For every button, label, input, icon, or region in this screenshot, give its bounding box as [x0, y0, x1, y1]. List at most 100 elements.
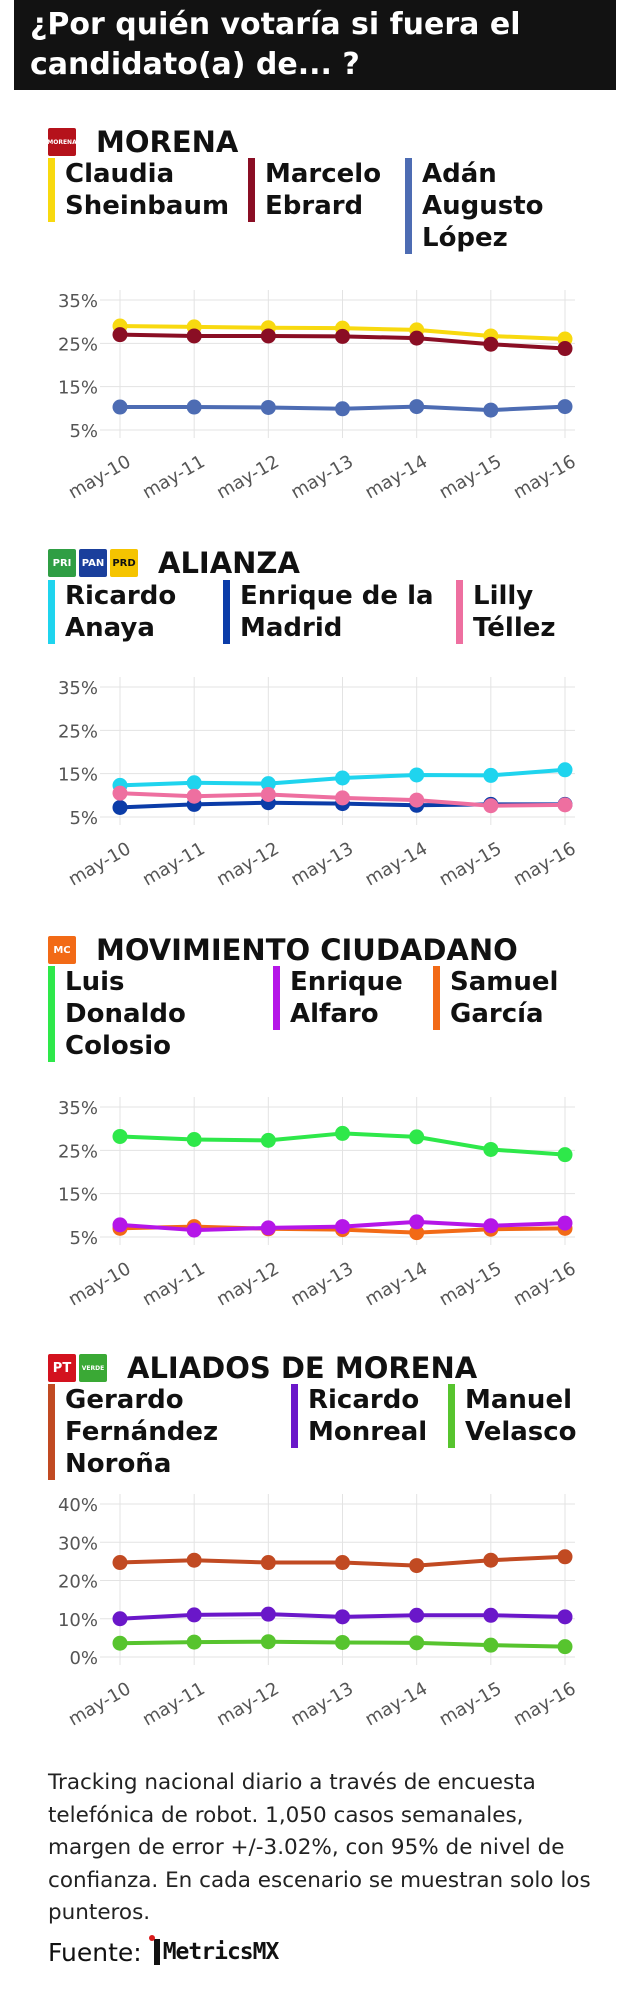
chart-morena: 35%25%15%5%may-10 may-11 may-12 may-13 may-1… [58, 290, 580, 503]
pvem-logo-icon: VERDE [79, 1354, 107, 1382]
x-tick-label: may-16 [510, 838, 580, 890]
y-tick-label: 35% [58, 1098, 98, 1119]
source-label: Fuente: [48, 1937, 142, 1967]
legend-text: García [450, 999, 544, 1029]
section-aliados-legend: Gerardo Fernández Noroña Ricardo Monreal… [48, 1384, 618, 1484]
legend-text: Claudia [65, 159, 175, 189]
data-point [112, 1128, 128, 1144]
data-point [409, 1129, 425, 1145]
data-point [483, 1218, 499, 1234]
x-tick-label: may-16 [510, 451, 580, 503]
data-point [409, 1558, 425, 1574]
legend-text: Donaldo [65, 999, 186, 1029]
chart-movimiento-ciudadano: 35%25%15%5%may-10 may-11 may-12 may-13 may-1… [58, 1097, 580, 1310]
x-tick-label: may-14 [362, 1678, 432, 1730]
prd-logo-icon: PRD [110, 549, 138, 577]
data-point [186, 788, 202, 804]
data-point [335, 770, 350, 786]
x-tick-label: may-10 [65, 838, 135, 890]
data-point [260, 1606, 276, 1622]
data-point [409, 1607, 425, 1623]
x-tick-label: may-15 [436, 838, 506, 890]
data-point [260, 776, 276, 792]
y-tick-label: 15% [58, 1185, 98, 1206]
section-morena-legend: Claudia Sheinbaum Marcelo Ebrard Adán Au… [48, 158, 618, 258]
x-tick-label: may-10 [65, 1678, 135, 1730]
data-point [112, 785, 128, 801]
pan-logo-icon: PAN [79, 549, 107, 577]
section-aliados-header: PT VERDE ALIADOS DE MORENA [48, 1350, 477, 1386]
data-point [260, 1555, 276, 1571]
x-tick-label: may-10 [65, 451, 135, 503]
party-logos: PRI PAN PRD [48, 549, 138, 577]
party-name: ALIADOS DE MORENA [127, 1351, 478, 1385]
data-point [483, 336, 499, 352]
data-point [335, 1634, 350, 1650]
section-alianza-header: PRI PAN PRD ALIANZA [48, 545, 300, 581]
data-point [335, 1555, 350, 1571]
legend-item-colosio: Luis Donaldo Colosio [48, 966, 186, 1062]
x-tick-label: may-14 [362, 1258, 432, 1310]
data-point [335, 790, 350, 806]
x-tick-label: may-11 [139, 451, 209, 503]
legend-text: Manuel [465, 1385, 572, 1415]
legend-item-norona: Gerardo Fernández Noroña [48, 1384, 218, 1480]
legend-item-alfaro: Enrique Alfaro [273, 966, 403, 1030]
y-tick-label: 25% [58, 1141, 98, 1162]
legend-text: Marcelo [265, 159, 382, 189]
series-marcelo-ebrard [112, 327, 573, 357]
x-tick-label: may-12 [213, 1678, 283, 1730]
series-lilly-t-llez [112, 785, 573, 814]
x-tick-label: may-14 [362, 451, 432, 503]
data-point [409, 767, 425, 783]
y-tick-label: 35% [58, 291, 98, 312]
y-tick-label: 10% [58, 1610, 98, 1631]
legend-text: Ricardo [308, 1385, 420, 1415]
x-tick-label: may-12 [213, 1258, 283, 1310]
series-gerardo-fern-ndez-noro-a [112, 1549, 573, 1574]
legend-item-anaya: Ricardo Anaya [48, 580, 176, 644]
legend-text: Madrid [240, 613, 343, 643]
data-point [186, 1607, 202, 1623]
metricsmx-mark-icon [148, 1935, 160, 1965]
chart-alianza: 35%25%15%5%may-10 may-11 may-12 may-13 may-1… [58, 677, 580, 890]
y-tick-label: 25% [58, 721, 98, 742]
data-point [260, 328, 276, 344]
data-point [409, 1635, 425, 1651]
data-point [112, 327, 128, 343]
page-title-line-1: ¿Por quién votaría si fuera el [30, 7, 521, 42]
legend-item-monreal: Ricardo Monreal [291, 1384, 427, 1448]
legend-text: Samuel [450, 967, 559, 997]
x-tick-label: may-11 [139, 1678, 209, 1730]
x-tick-label: may-11 [139, 1258, 209, 1310]
pri-logo-icon: PRI [48, 549, 76, 577]
data-point [260, 1220, 276, 1236]
x-tick-label: may-12 [213, 451, 283, 503]
party-logos: PT VERDE [48, 1354, 107, 1382]
y-tick-label: 25% [58, 334, 98, 355]
data-point [260, 399, 276, 415]
data-point [186, 775, 202, 791]
legend-item-adan: Adán Augusto López [405, 158, 544, 254]
x-tick-label: may-11 [139, 838, 209, 890]
legend-text: Luis [65, 967, 125, 997]
legend-text: Adán [422, 159, 497, 189]
morena-logo-icon: MORENA [47, 128, 77, 156]
data-point [557, 1639, 573, 1655]
x-tick-label: may-16 [510, 1678, 580, 1730]
grid [100, 290, 575, 438]
data-point [409, 792, 425, 808]
data-point [557, 1147, 573, 1163]
legend-text: Sheinbaum [65, 191, 230, 221]
data-point [557, 762, 573, 778]
party-name: MORENA [96, 125, 239, 159]
data-point [112, 1217, 128, 1233]
data-point [335, 401, 350, 417]
metricsmx-logo: MetricsMX [148, 1935, 279, 1965]
data-point [557, 797, 573, 813]
party-name: ALIANZA [158, 546, 300, 580]
legend-text: Lilly [473, 581, 534, 611]
legend-text: Ebrard [265, 191, 364, 221]
x-tick-label: may-10 [65, 1258, 135, 1310]
legend-item-tellez: Lilly Téllez [456, 580, 556, 644]
